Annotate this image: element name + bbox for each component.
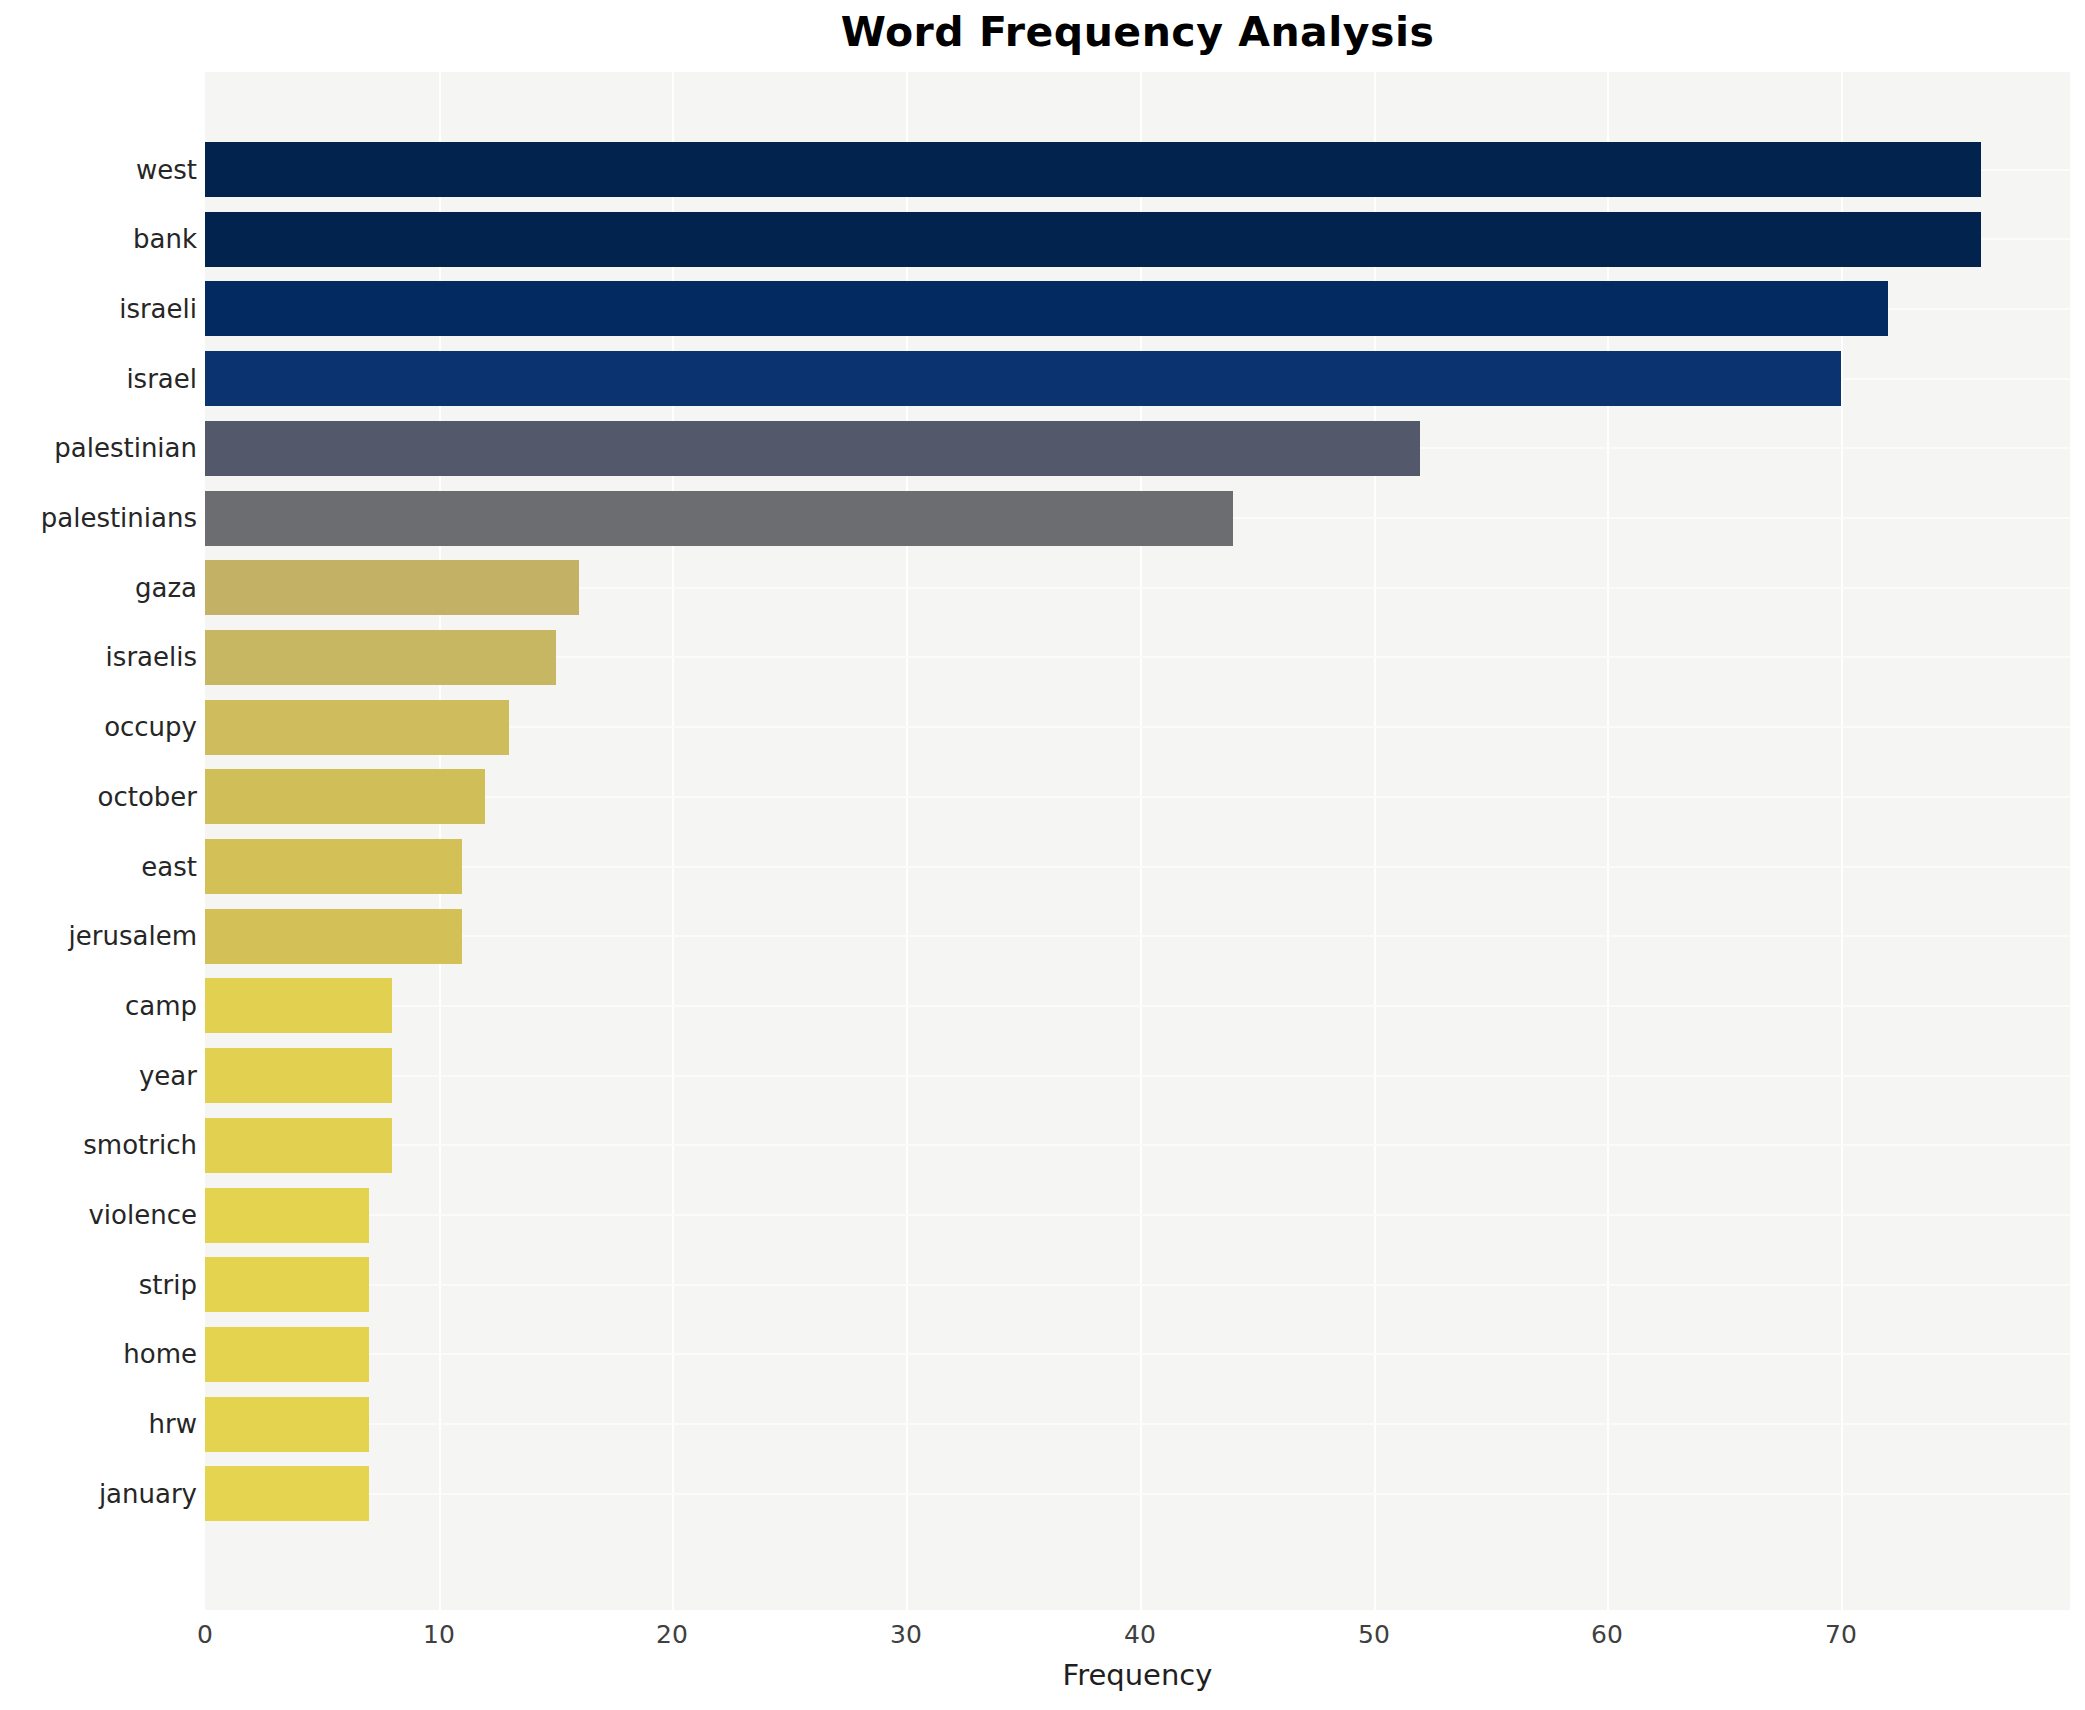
y-tick-label-occupy: occupy (0, 714, 197, 740)
y-tick-label-east: east (0, 854, 197, 880)
y-tick-label-strip: strip (0, 1272, 197, 1298)
y-tick-label-smotrich: smotrich (0, 1132, 197, 1158)
horizontal-gridline-strip (205, 1284, 2070, 1286)
plot-area (205, 72, 2070, 1610)
horizontal-gridline-violence (205, 1214, 2070, 1216)
bar-january (205, 1466, 369, 1521)
y-tick-label-violence: violence (0, 1202, 197, 1228)
x-tick-label-70: 70 (1781, 1620, 1901, 1649)
y-tick-label-gaza: gaza (0, 575, 197, 601)
x-tick-label-10: 10 (379, 1620, 499, 1649)
bar-violence (205, 1188, 369, 1243)
bar-west (205, 142, 1981, 197)
word-frequency-chart: Word Frequency Analysis Frequency west ba… (0, 0, 2085, 1710)
y-tick-label-jerusalem: jerusalem (0, 923, 197, 949)
bar-camp (205, 978, 392, 1033)
bar-october (205, 769, 485, 824)
y-tick-label-west: west (0, 157, 197, 183)
x-tick-label-50: 50 (1314, 1620, 1434, 1649)
y-tick-label-palestinian: palestinian (0, 435, 197, 461)
y-tick-label-israel: israel (0, 366, 197, 392)
y-tick-label-camp: camp (0, 993, 197, 1019)
y-tick-label-year: year (0, 1063, 197, 1089)
horizontal-gridline-january (205, 1493, 2070, 1495)
horizontal-gridline-smotrich (205, 1144, 2070, 1146)
y-tick-label-home: home (0, 1341, 197, 1367)
x-tick-label-30: 30 (846, 1620, 966, 1649)
bar-gaza (205, 560, 579, 615)
bar-palestinian (205, 421, 1420, 476)
horizontal-gridline-east (205, 866, 2070, 868)
bar-hrw (205, 1397, 369, 1452)
bar-east (205, 839, 462, 894)
horizontal-gridline-year (205, 1075, 2070, 1077)
bar-israeli (205, 281, 1888, 336)
horizontal-gridline-hrw (205, 1423, 2070, 1425)
bar-bank (205, 212, 1981, 267)
y-tick-label-january: january (0, 1481, 197, 1507)
y-tick-label-bank: bank (0, 226, 197, 252)
bar-strip (205, 1257, 369, 1312)
bar-israelis (205, 630, 556, 685)
horizontal-gridline-camp (205, 1005, 2070, 1007)
x-axis-label: Frequency (205, 1658, 2070, 1692)
x-tick-label-60: 60 (1547, 1620, 1667, 1649)
x-tick-label-20: 20 (612, 1620, 732, 1649)
y-tick-label-israelis: israelis (0, 644, 197, 670)
bar-israel (205, 351, 1841, 406)
bar-jerusalem (205, 909, 462, 964)
bar-home (205, 1327, 369, 1382)
x-tick-label-40: 40 (1080, 1620, 1200, 1649)
y-tick-label-palestinians: palestinians (0, 505, 197, 531)
bar-year (205, 1048, 392, 1103)
chart-title: Word Frequency Analysis (205, 8, 2070, 56)
y-tick-label-israeli: israeli (0, 296, 197, 322)
bar-palestinians (205, 491, 1233, 546)
horizontal-gridline-home (205, 1353, 2070, 1355)
x-tick-label-0: 0 (145, 1620, 265, 1649)
bar-occupy (205, 700, 509, 755)
y-tick-label-october: october (0, 784, 197, 810)
horizontal-gridline-jerusalem (205, 935, 2070, 937)
y-tick-label-hrw: hrw (0, 1411, 197, 1437)
bar-smotrich (205, 1118, 392, 1173)
